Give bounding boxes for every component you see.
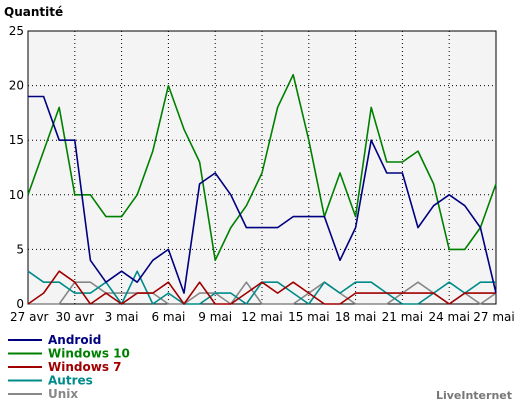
legend-label: Android: [48, 333, 101, 347]
y-tick-label: 20: [9, 79, 24, 93]
legend-item: Windows 10: [8, 347, 130, 361]
series-line-windows-10: [27, 73, 497, 262]
legend-label: Autres: [48, 374, 93, 388]
y-axis-label: Quantité: [4, 5, 63, 19]
legend-item: Unix: [8, 387, 78, 401]
y-tick-label: 10: [9, 188, 24, 202]
x-tick-label: 9 mai: [198, 310, 232, 324]
x-tick-label: 3 mai: [105, 310, 139, 324]
legend-label: Unix: [48, 387, 78, 401]
x-tick-label: 24 mai: [428, 310, 469, 324]
y-tick-label: 0: [16, 297, 24, 311]
legend-item: Autres: [8, 374, 93, 388]
x-tick-label: 18 mai: [335, 310, 376, 324]
brand-label: LiveInternet: [436, 389, 512, 402]
grid-lines: [28, 31, 496, 304]
y-tick-label: 25: [9, 24, 24, 38]
x-tick-label: 21 mai: [382, 310, 423, 324]
legend-item: Windows 7: [8, 360, 121, 374]
y-tick-labels: 0 5 10 15 20 25: [9, 24, 24, 311]
legend-item: Android: [8, 333, 101, 347]
legend-label: Windows 7: [48, 360, 121, 374]
x-tick-labels: 27 avr 30 avr 3 mai 6 mai 9 mai 12 mai 15 mai 1…: [10, 310, 515, 324]
x-tick-label: 6 mai: [151, 310, 185, 324]
series-line-windows-7: [27, 270, 496, 305]
y-tick-label: 5: [16, 242, 24, 256]
x-tick-label: 27 mai: [473, 310, 514, 324]
x-tick-label: 27 avr: [10, 310, 49, 324]
series-lines: [27, 73, 497, 305]
legend-label: Windows 10: [48, 347, 130, 361]
x-tick-label: 15 mai: [288, 310, 329, 324]
x-tick-label: 12 mai: [241, 310, 282, 324]
x-tick-label: 30 avr: [56, 310, 95, 324]
series-line-android: [28, 95, 497, 294]
y-tick-label: 15: [9, 133, 24, 147]
